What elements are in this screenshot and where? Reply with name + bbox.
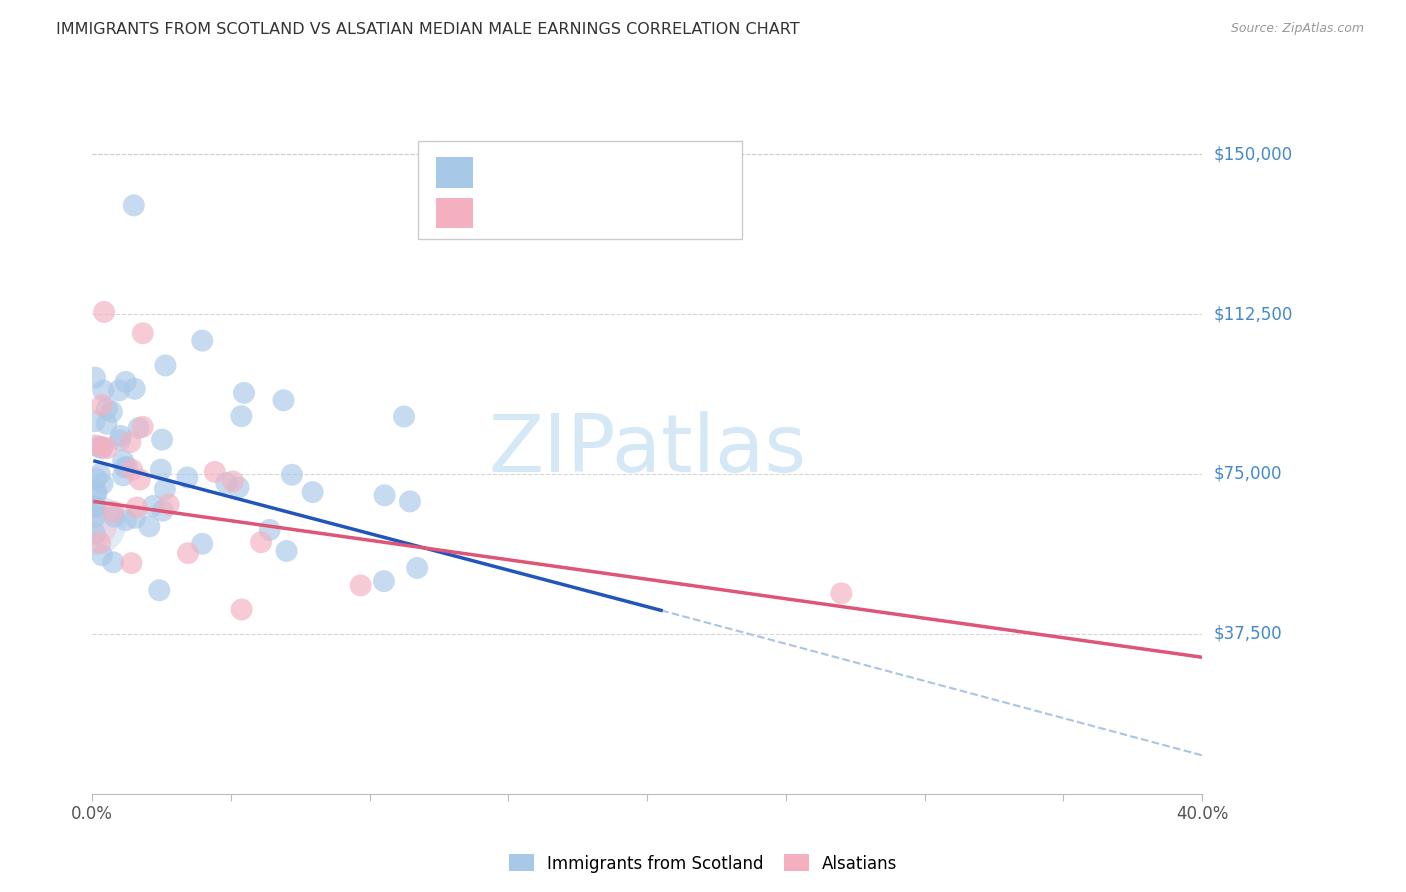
Legend: Immigrants from Scotland, Alsatians: Immigrants from Scotland, Alsatians xyxy=(502,847,904,880)
Text: ZIPatlas: ZIPatlas xyxy=(488,411,806,489)
Point xyxy=(259,523,281,537)
Point xyxy=(373,574,395,589)
Point xyxy=(231,602,253,616)
Point xyxy=(153,482,176,496)
Point xyxy=(84,510,107,524)
Point xyxy=(301,485,323,500)
Point xyxy=(86,518,108,533)
Text: R = -0.405   N = 58: R = -0.405 N = 58 xyxy=(481,163,644,182)
Point xyxy=(152,504,174,518)
Point xyxy=(93,305,115,319)
Point xyxy=(84,414,107,428)
Point xyxy=(91,548,114,562)
Point xyxy=(112,453,135,467)
Point xyxy=(204,465,226,479)
Point xyxy=(84,526,107,541)
Point xyxy=(96,441,118,455)
Point xyxy=(406,561,429,575)
Point xyxy=(89,536,111,550)
Point xyxy=(149,463,172,477)
Point xyxy=(91,476,114,491)
Point xyxy=(191,537,214,551)
Point xyxy=(132,326,155,341)
Point xyxy=(84,438,107,452)
Point xyxy=(110,429,132,443)
Point xyxy=(191,334,214,348)
Point xyxy=(120,556,142,570)
Point xyxy=(124,511,146,525)
Point xyxy=(233,385,256,400)
Point xyxy=(128,421,150,435)
Point xyxy=(122,198,145,212)
Point xyxy=(157,498,180,512)
Point xyxy=(142,499,165,513)
Point xyxy=(84,486,107,500)
Point xyxy=(101,405,124,419)
Point xyxy=(96,417,118,431)
Point xyxy=(112,468,135,483)
Text: $112,500: $112,500 xyxy=(1213,305,1292,323)
Text: $37,500: $37,500 xyxy=(1213,624,1282,643)
Point xyxy=(96,401,118,416)
Point xyxy=(374,488,396,502)
Point xyxy=(84,500,107,514)
Point xyxy=(86,471,108,485)
Text: Source: ZipAtlas.com: Source: ZipAtlas.com xyxy=(1230,22,1364,36)
Point xyxy=(91,384,114,398)
Point xyxy=(176,470,198,484)
Point xyxy=(128,473,150,487)
Point xyxy=(350,578,373,592)
Point xyxy=(87,440,110,454)
Point xyxy=(231,409,253,424)
Point xyxy=(86,518,108,533)
Point xyxy=(132,420,155,434)
Point xyxy=(89,467,111,482)
Point xyxy=(138,519,160,533)
Point xyxy=(84,370,107,384)
Point xyxy=(108,434,131,448)
Point xyxy=(250,535,273,549)
Point xyxy=(222,475,245,489)
Point xyxy=(399,494,422,508)
Point xyxy=(103,504,125,518)
Point xyxy=(84,500,107,514)
Point xyxy=(177,546,200,560)
Point xyxy=(281,467,304,482)
Point xyxy=(90,398,112,412)
Point xyxy=(392,409,415,424)
Point xyxy=(215,475,238,490)
Point xyxy=(101,555,124,569)
Point xyxy=(150,433,173,447)
Point xyxy=(115,459,138,474)
Point xyxy=(120,435,142,450)
Point xyxy=(155,359,177,373)
Point xyxy=(124,382,146,396)
Point xyxy=(273,393,295,408)
Text: R = -0.286   N = 22: R = -0.286 N = 22 xyxy=(481,203,644,222)
Point xyxy=(91,442,114,456)
Text: IMMIGRANTS FROM SCOTLAND VS ALSATIAN MEDIAN MALE EARNINGS CORRELATION CHART: IMMIGRANTS FROM SCOTLAND VS ALSATIAN MED… xyxy=(56,22,800,37)
Point xyxy=(114,375,136,389)
Point xyxy=(103,509,125,524)
Point xyxy=(830,586,852,600)
Point xyxy=(228,480,250,494)
Point xyxy=(114,513,136,527)
Point xyxy=(108,384,131,398)
Text: $150,000: $150,000 xyxy=(1213,145,1292,163)
Point xyxy=(276,544,298,558)
Point xyxy=(125,500,148,515)
Point xyxy=(121,463,143,477)
Point xyxy=(86,484,108,499)
Point xyxy=(148,583,170,598)
Point xyxy=(114,460,136,475)
Point xyxy=(91,440,114,454)
Text: $75,000: $75,000 xyxy=(1213,465,1282,483)
